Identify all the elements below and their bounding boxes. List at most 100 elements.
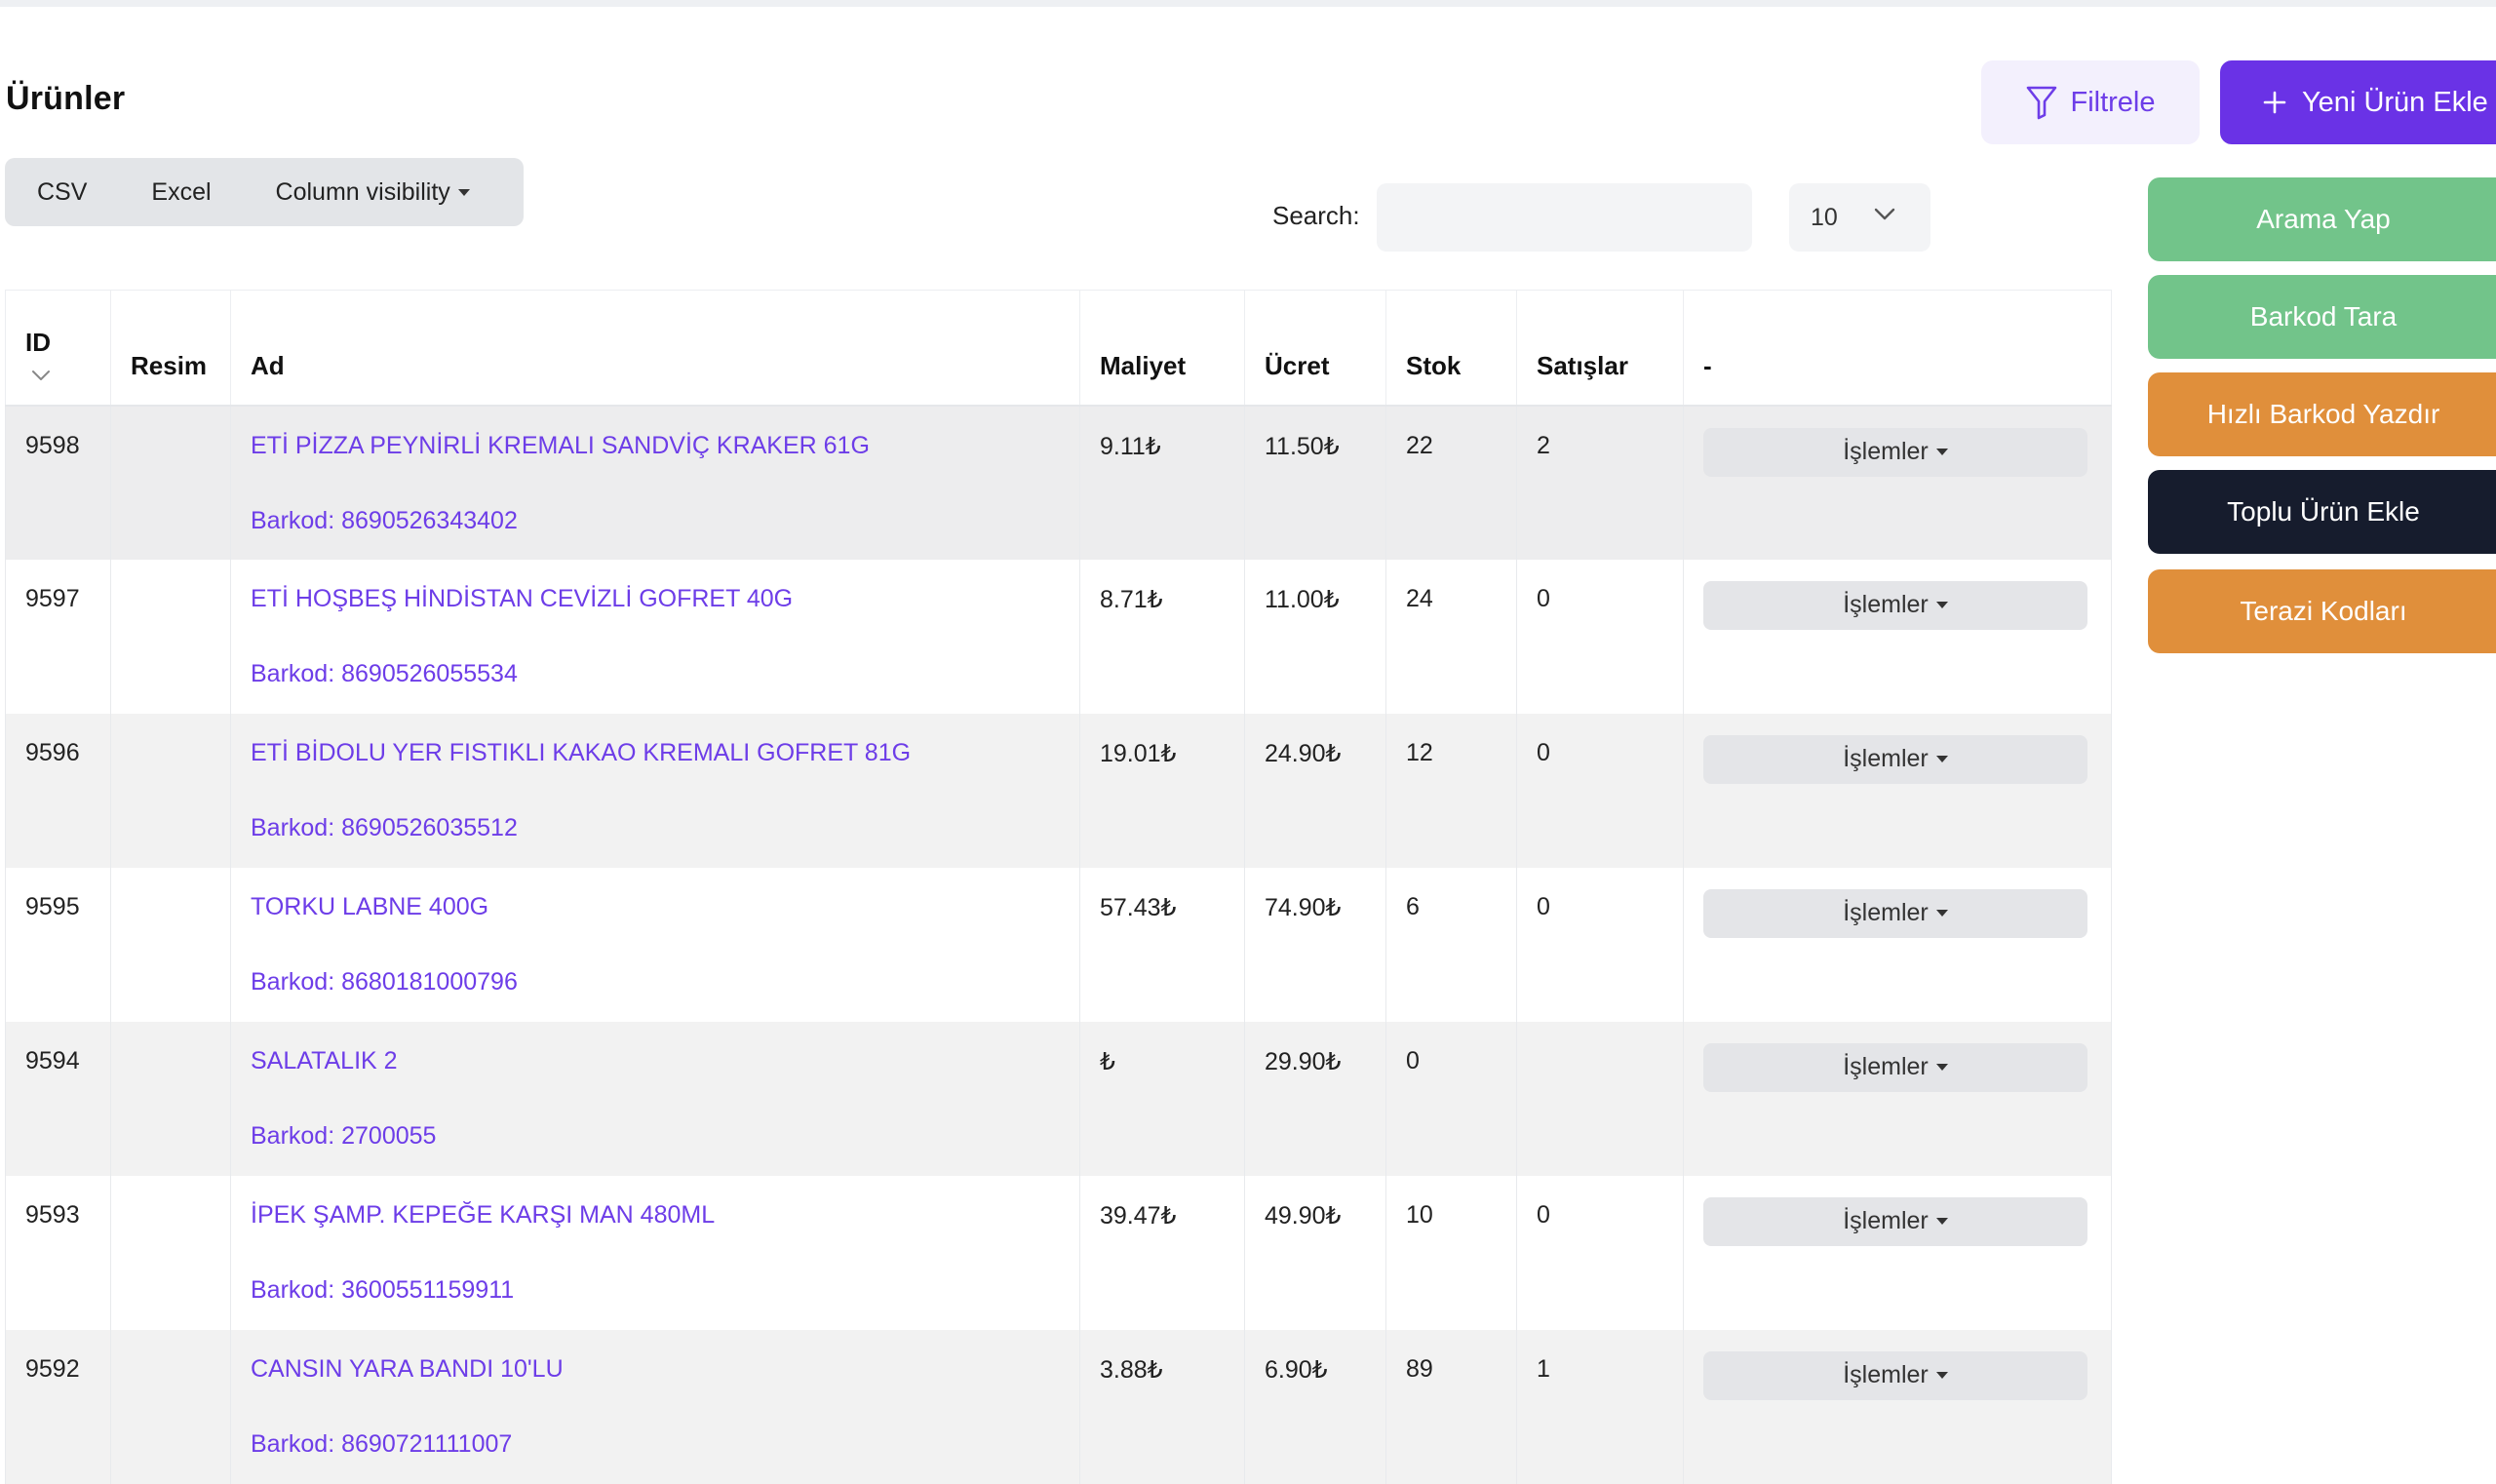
quick-barcode-print-button[interactable]: Hızlı Barkod Yazdır [2148, 372, 2496, 456]
page-size-value: 10 [1811, 203, 1838, 231]
column-header-sales[interactable]: Satışlar [1516, 290, 1684, 407]
product-barcode-link[interactable]: Barkod: 8690526035512 [251, 813, 518, 841]
filter-label: Filtrele [2070, 86, 2156, 118]
cell-stock: 6 [1385, 867, 1517, 1022]
row-actions-label: İşlemler [1843, 438, 1929, 465]
cell-stock: 12 [1385, 713, 1517, 868]
cell-name: CANSIN YARA BANDI 10'LU Barkod: 86907211… [230, 1329, 1080, 1484]
column-header-price[interactable]: Ücret [1244, 290, 1386, 407]
cell-name: SALATALIK 2 Barkod: 2700055 [230, 1021, 1080, 1176]
cell-sales: 0 [1516, 1175, 1684, 1330]
cell-actions: İşlemler [1683, 1329, 2112, 1484]
cell-actions: İşlemler [1683, 713, 2112, 868]
column-header-cost[interactable]: Maliyet [1079, 290, 1245, 407]
row-actions-label: İşlemler [1843, 1361, 1929, 1388]
search-action-button[interactable]: Arama Yap [2148, 177, 2496, 261]
product-barcode-link[interactable]: Barkod: 8690721111007 [251, 1429, 513, 1458]
product-name-link[interactable]: SALATALIK 2 [251, 1046, 398, 1074]
cell-cost: ₺ [1079, 1021, 1245, 1176]
column-header-image[interactable]: Resim [110, 290, 231, 407]
cell-stock: 22 [1385, 405, 1517, 560]
cell-price: 49.90₺ [1244, 1175, 1386, 1330]
cell-actions: İşlemler [1683, 1175, 2112, 1330]
cell-id: 9593 [5, 1175, 111, 1330]
cell-id: 9595 [5, 867, 111, 1022]
new-product-label: Yeni Ürün Ekle [2302, 86, 2488, 118]
product-name-link[interactable]: CANSIN YARA BANDI 10'LU [251, 1354, 564, 1383]
product-name-link[interactable]: ETİ HOŞBEŞ HİNDİSTAN CEVİZLİ GOFRET 40G [251, 584, 794, 612]
caret-down-icon [1935, 910, 1948, 917]
page-size-select[interactable]: 10 [1789, 183, 1930, 252]
filter-button[interactable]: Filtrele [1981, 60, 2200, 144]
plus-icon [2263, 91, 2286, 114]
column-header-stock[interactable]: Stok [1385, 290, 1517, 407]
table-row: 9597 ETİ HOŞBEŞ HİNDİSTAN CEVİZLİ GOFRET… [5, 559, 2112, 714]
cell-name: ETİ PİZZA PEYNİRLİ KREMALI SANDVİÇ KRAKE… [230, 405, 1080, 560]
cell-sales: 2 [1516, 405, 1684, 560]
product-barcode-link[interactable]: Barkod: 2700055 [251, 1121, 437, 1150]
cell-actions: İşlemler [1683, 559, 2112, 714]
caret-down-icon [1935, 602, 1948, 608]
csv-button[interactable]: CSV [37, 177, 88, 206]
caret-down-icon [457, 188, 470, 196]
scale-codes-button[interactable]: Terazi Kodları [2148, 569, 2496, 653]
table-row: 9592 CANSIN YARA BANDI 10'LU Barkod: 869… [5, 1329, 2112, 1484]
column-header-id[interactable]: ID [5, 290, 111, 407]
row-actions-button[interactable]: İşlemler [1703, 1042, 2087, 1092]
search-label: Search: [1272, 201, 1360, 230]
cell-name: TORKU LABNE 400G Barkod: 8680181000796 [230, 867, 1080, 1022]
cell-stock: 0 [1385, 1021, 1517, 1176]
product-barcode-link[interactable]: Barkod: 3600551159911 [251, 1275, 515, 1304]
top-divider [0, 0, 2496, 7]
cell-id: 9597 [5, 559, 111, 714]
table-row: 9593 İPEK ŞAMP. KEPEĞE KARŞI MAN 480ML B… [5, 1175, 2112, 1330]
table-row: 9595 TORKU LABNE 400G Barkod: 8680181000… [5, 867, 2112, 1022]
row-actions-label: İşlemler [1843, 1207, 1929, 1234]
row-actions-button[interactable]: İşlemler [1703, 734, 2087, 784]
page-title: Ürünler [6, 80, 126, 117]
row-actions-button[interactable]: İşlemler [1703, 427, 2087, 477]
row-actions-label: İşlemler [1843, 899, 1929, 926]
row-actions-label: İşlemler [1843, 1053, 1929, 1080]
product-name-link[interactable]: ETİ BİDOLU YER FISTIKLI KAKAO KREMALI GO… [251, 738, 912, 766]
product-name-link[interactable]: İPEK ŞAMP. KEPEĞE KARŞI MAN 480ML [251, 1200, 716, 1229]
cell-image [110, 713, 231, 868]
cell-id: 9592 [5, 1329, 111, 1484]
cell-sales: 0 [1516, 713, 1684, 868]
cell-price: 24.90₺ [1244, 713, 1386, 868]
table-row: 9598 ETİ PİZZA PEYNİRLİ KREMALI SANDVİÇ … [5, 405, 2112, 560]
new-product-button[interactable]: Yeni Ürün Ekle [2220, 60, 2496, 144]
product-name-link[interactable]: ETİ PİZZA PEYNİRLİ KREMALI SANDVİÇ KRAKE… [251, 431, 870, 459]
row-actions-label: İşlemler [1843, 591, 1929, 618]
scan-barcode-button[interactable]: Barkod Tara [2148, 275, 2496, 359]
filter-icon [2027, 86, 2057, 120]
sort-chevron-down-icon [32, 370, 50, 380]
cell-cost: 8.71₺ [1079, 559, 1245, 714]
column-visibility-button[interactable]: Column visibility [244, 158, 502, 226]
cell-cost: 19.01₺ [1079, 713, 1245, 868]
cell-actions: İşlemler [1683, 867, 2112, 1022]
cell-id: 9598 [5, 405, 111, 560]
column-header-name[interactable]: Ad [230, 290, 1080, 407]
table-row: 9594 SALATALIK 2 Barkod: 2700055 ₺ 29.90… [5, 1021, 2112, 1176]
cell-sales: 1 [1516, 1329, 1684, 1484]
cell-stock: 10 [1385, 1175, 1517, 1330]
product-name-link[interactable]: TORKU LABNE 400G [251, 892, 489, 920]
caret-down-icon [1935, 1372, 1948, 1379]
product-barcode-link[interactable]: Barkod: 8690526055534 [251, 659, 518, 687]
column-visibility-label: Column visibility [275, 177, 450, 206]
product-barcode-link[interactable]: Barkod: 8680181000796 [251, 967, 518, 996]
row-actions-button[interactable]: İşlemler [1703, 580, 2087, 630]
product-barcode-link[interactable]: Barkod: 8690526343402 [251, 506, 518, 534]
row-actions-button[interactable]: İşlemler [1703, 1196, 2087, 1246]
excel-button[interactable]: Excel [151, 177, 212, 206]
row-actions-button[interactable]: İşlemler [1703, 888, 2087, 938]
caret-down-icon [1935, 1218, 1948, 1225]
cell-price: 29.90₺ [1244, 1021, 1386, 1176]
cell-image [110, 1021, 231, 1176]
bulk-add-button[interactable]: Toplu Ürün Ekle [2148, 470, 2496, 554]
search-input[interactable] [1377, 183, 1752, 252]
row-actions-button[interactable]: İşlemler [1703, 1350, 2087, 1400]
cell-image [110, 559, 231, 714]
caret-down-icon [1935, 1064, 1948, 1071]
